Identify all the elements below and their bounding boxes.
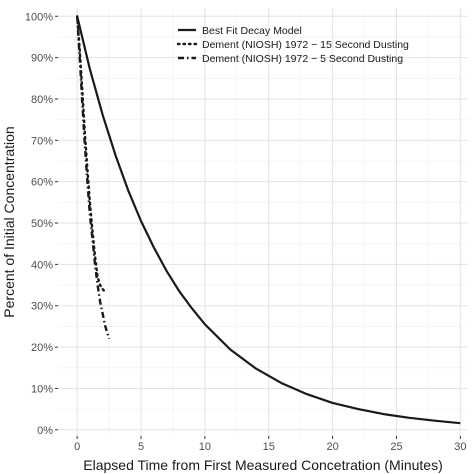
- x-tick-label: 20: [326, 441, 338, 453]
- x-tick-label: 15: [263, 441, 275, 453]
- y-tick-label: 100%: [25, 11, 53, 23]
- y-tick-label: 60%: [31, 177, 53, 189]
- x-axis-ticks: 0 5 10 15 20 25 30: [74, 436, 466, 453]
- legend-label-1: Best Fit Decay Model: [202, 25, 302, 37]
- x-axis-title: Elapsed Time from First Measured Concetr…: [83, 457, 442, 473]
- x-tick-label: 5: [138, 441, 144, 453]
- x-tick-label: 10: [199, 441, 211, 453]
- y-tick-label: 0%: [37, 425, 53, 437]
- y-axis-title: Percent of Initial Concentration: [1, 126, 17, 317]
- x-tick-label: 0: [74, 441, 80, 453]
- y-tick-label: 30%: [31, 301, 53, 313]
- y-tick-label: 50%: [31, 218, 53, 230]
- y-tick-label: 90%: [31, 53, 53, 65]
- series-line-1: [76, 16, 461, 425]
- legend: Best Fit Decay Model Dement (NIOSH) 1972 …: [176, 25, 409, 65]
- grid: [58, 8, 468, 436]
- x-tick-label: 25: [390, 441, 402, 453]
- series-lines: [75, 15, 461, 425]
- legend-label-3: Dement (NIOSH) 1972 − 5 Second Dusting: [202, 53, 403, 65]
- y-tick-label: 40%: [31, 259, 53, 271]
- series-line-3: [76, 16, 111, 340]
- x-tick-label: 30: [454, 441, 466, 453]
- y-tick-label: 10%: [31, 383, 53, 395]
- y-tick-label: 20%: [31, 342, 53, 354]
- y-axis-ticks: 0% 10% 20% 30% 40% 50% 60% 70% 80% 90% 100%: [25, 11, 58, 437]
- y-tick-label: 80%: [31, 94, 53, 106]
- legend-label-2: Dement (NIOSH) 1972 − 15 Second Dusting: [202, 39, 409, 51]
- y-tick-label: 70%: [31, 135, 53, 147]
- plot-panel: [58, 8, 468, 436]
